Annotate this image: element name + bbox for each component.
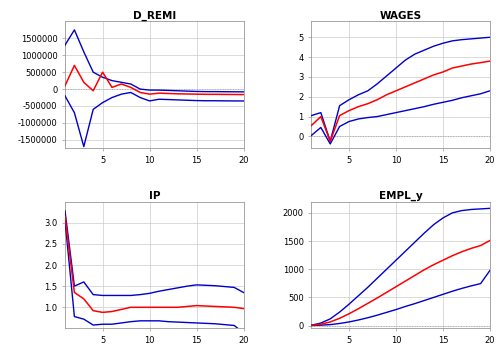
Title: EMPL_y: EMPL_y xyxy=(379,191,422,201)
Title: IP: IP xyxy=(148,191,160,201)
Title: D_REMI: D_REMI xyxy=(132,11,176,21)
Title: WAGES: WAGES xyxy=(380,11,422,21)
